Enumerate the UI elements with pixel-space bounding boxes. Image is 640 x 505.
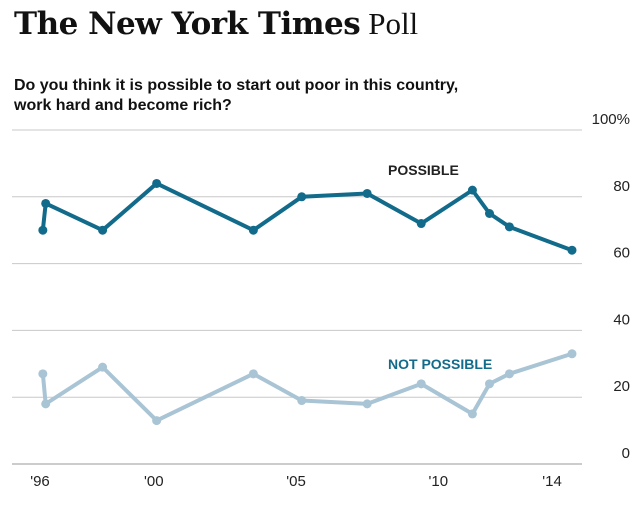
nyt-logo: The New York Times bbox=[14, 6, 361, 42]
series-line-not-possible bbox=[40, 351, 574, 423]
data-point bbox=[504, 222, 514, 232]
data-point bbox=[98, 362, 108, 372]
data-point bbox=[98, 225, 108, 235]
x-tick-label: '10 bbox=[429, 473, 449, 490]
data-point bbox=[484, 379, 494, 389]
data-point bbox=[567, 349, 577, 359]
data-point bbox=[567, 245, 577, 255]
data-point bbox=[416, 219, 426, 229]
data-point bbox=[152, 416, 162, 426]
data-point bbox=[38, 369, 48, 379]
data-point bbox=[41, 198, 51, 208]
series-line-possible bbox=[40, 181, 574, 253]
y-tick-label: 40 bbox=[613, 311, 630, 328]
y-tick-label: 100% bbox=[592, 111, 630, 128]
x-tick-label: '00 bbox=[144, 473, 164, 490]
series-label: NOT POSSIBLE bbox=[388, 356, 492, 372]
data-point bbox=[152, 178, 162, 188]
y-tick-label: 0 bbox=[622, 445, 630, 462]
data-point bbox=[38, 225, 48, 235]
data-point bbox=[41, 399, 51, 409]
x-tick-label: '14 bbox=[542, 473, 562, 490]
poll-question: Do you think it is possible to start out… bbox=[14, 76, 574, 116]
poll-question-line-1: Do you think it is possible to start out… bbox=[14, 77, 459, 94]
data-point bbox=[416, 379, 426, 389]
y-tick-label: 60 bbox=[613, 245, 630, 262]
x-tick-label: '96 bbox=[30, 473, 50, 490]
poll-question-line-2: work hard and become rich? bbox=[14, 97, 232, 114]
masthead: The New York Times Poll bbox=[14, 6, 418, 52]
data-point bbox=[362, 399, 372, 409]
data-point bbox=[248, 225, 258, 235]
data-point bbox=[504, 369, 514, 379]
poll-label: Poll bbox=[368, 6, 419, 41]
data-point bbox=[467, 409, 477, 419]
data-point bbox=[484, 209, 494, 218]
data-point bbox=[362, 188, 372, 198]
data-point bbox=[467, 185, 477, 195]
x-tick-label: '05 bbox=[286, 473, 306, 490]
data-point bbox=[248, 369, 258, 379]
series-label: POSSIBLE bbox=[388, 162, 459, 178]
y-tick-label: 20 bbox=[613, 378, 630, 395]
data-point bbox=[297, 192, 307, 202]
data-point bbox=[297, 396, 307, 406]
y-tick-label: 80 bbox=[613, 178, 630, 195]
